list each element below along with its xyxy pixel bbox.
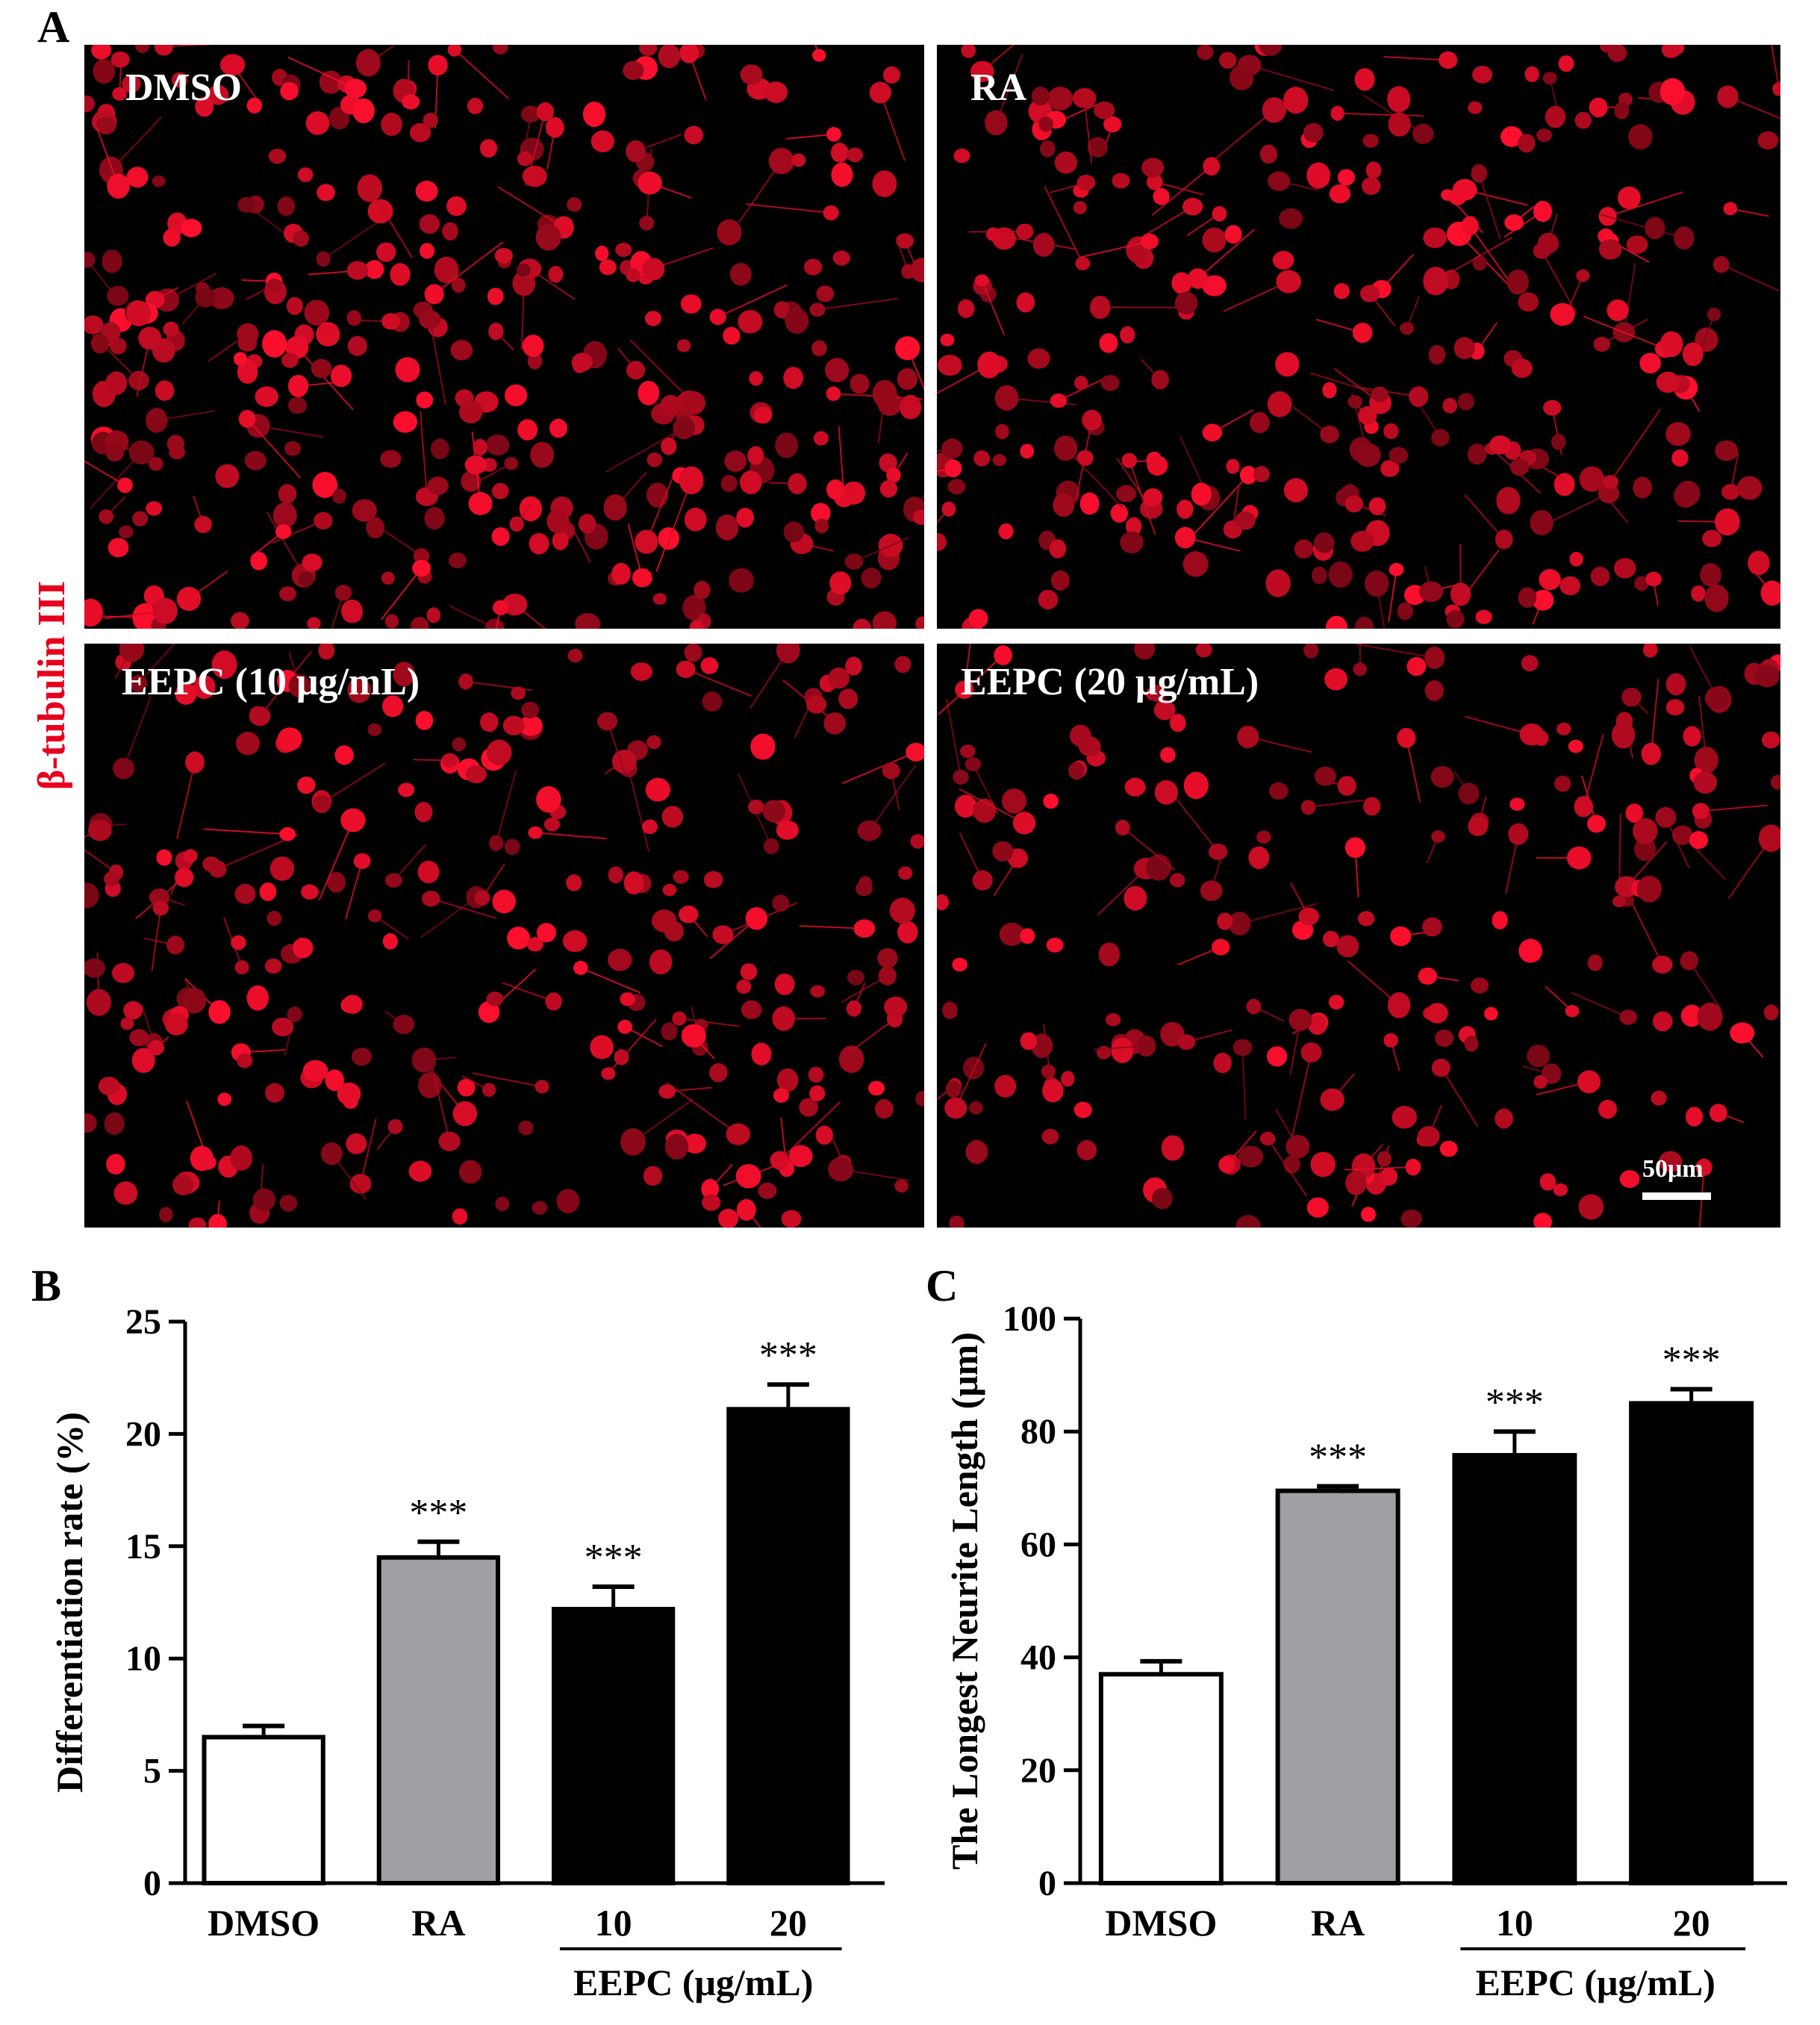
scale-bar-line: [1642, 1192, 1711, 1200]
micrograph-label-dmso: DMSO: [125, 66, 242, 110]
y-tick-label: 15: [125, 1527, 161, 1567]
significance-label: ***: [585, 1537, 643, 1579]
micrograph-eepc-20: EEPC (20 μg/mL) 50μm: [937, 644, 1780, 1228]
micrograph-label-eepc-20: EEPC (20 μg/mL): [961, 660, 1259, 704]
x-tick-label: RA: [1311, 1902, 1365, 1944]
y-tick-label: 60: [1020, 1525, 1056, 1564]
y-tick-label: 10: [125, 1639, 161, 1679]
bar: [554, 1609, 673, 1883]
x-tick-label: 10: [1496, 1902, 1533, 1944]
chart-b: 0 5 10 15 20 25 Differentiation rate (%) DMSO **…: [0, 1262, 896, 2021]
stain-label: β-tubulin III: [30, 566, 75, 805]
x-tick-label: 20: [770, 1902, 807, 1944]
x-tick-label: DMSO: [1105, 1902, 1217, 1944]
x-tick-label: 20: [1673, 1902, 1710, 1944]
scale-bar-label: 50μm: [1642, 1155, 1704, 1183]
cell-texture: [84, 45, 924, 629]
x-tick-label: RA: [411, 1902, 465, 1944]
significance-label: ***: [1309, 1437, 1367, 1479]
y-tick-label: 40: [1020, 1638, 1056, 1678]
micrograph-ra: RA: [937, 45, 1780, 629]
y-tick-label: 0: [1038, 1864, 1056, 1903]
scale-bar: 50μm: [1642, 1155, 1717, 1200]
bar: [1631, 1403, 1751, 1883]
micrograph-eepc-10: EEPC (10 μg/mL): [84, 644, 924, 1228]
bar: [1278, 1491, 1398, 1883]
y-tick-label: 20: [125, 1414, 161, 1454]
y-tick-label: 80: [1020, 1412, 1056, 1452]
significance-label: ***: [759, 1334, 817, 1377]
micrograph-label-eepc-10: EEPC (10 μg/mL): [122, 660, 420, 704]
y-tick-label: 5: [143, 1752, 161, 1791]
y-tick-label: 100: [1003, 1299, 1056, 1339]
y-axis-title: Differentiation rate (%): [49, 1412, 90, 1793]
x-tick-label: DMSO: [208, 1902, 320, 1944]
y-tick-label: 20: [1020, 1751, 1056, 1791]
cell-texture: [937, 644, 1780, 1228]
x-tick-label: 10: [595, 1902, 632, 1944]
significance-label: ***: [409, 1492, 467, 1534]
bar: [204, 1737, 322, 1883]
micrograph-label-ra: RA: [970, 66, 1026, 110]
y-axis-title: The Longest Neurite Length (μm): [944, 1332, 985, 1870]
group-label: EEPC (μg/mL): [1476, 1962, 1715, 2003]
micrograph-dmso: DMSO: [84, 45, 924, 629]
significance-label: ***: [1662, 1340, 1721, 1382]
cell-texture: [84, 644, 924, 1228]
chart-c: 0 20 40 60 80 100 The Longest Neurite Length (…: [910, 1262, 1820, 2021]
cell-texture: [937, 45, 1780, 629]
bar: [1454, 1455, 1574, 1883]
significance-label: ***: [1486, 1381, 1544, 1424]
bar: [379, 1558, 498, 1883]
bar: [729, 1409, 847, 1883]
chart-b-svg: 0 5 10 15 20 25 Differentiation rate (%) DMSO **…: [0, 1262, 896, 2021]
y-tick-label: 25: [125, 1302, 161, 1342]
bar: [1101, 1674, 1221, 1883]
group-label: EEPC (μg/mL): [573, 1962, 813, 2003]
panel-letter-a: A: [37, 1, 69, 53]
chart-c-svg: 0 20 40 60 80 100 The Longest Neurite Length (…: [910, 1262, 1820, 2021]
y-tick-label: 0: [143, 1864, 161, 1903]
